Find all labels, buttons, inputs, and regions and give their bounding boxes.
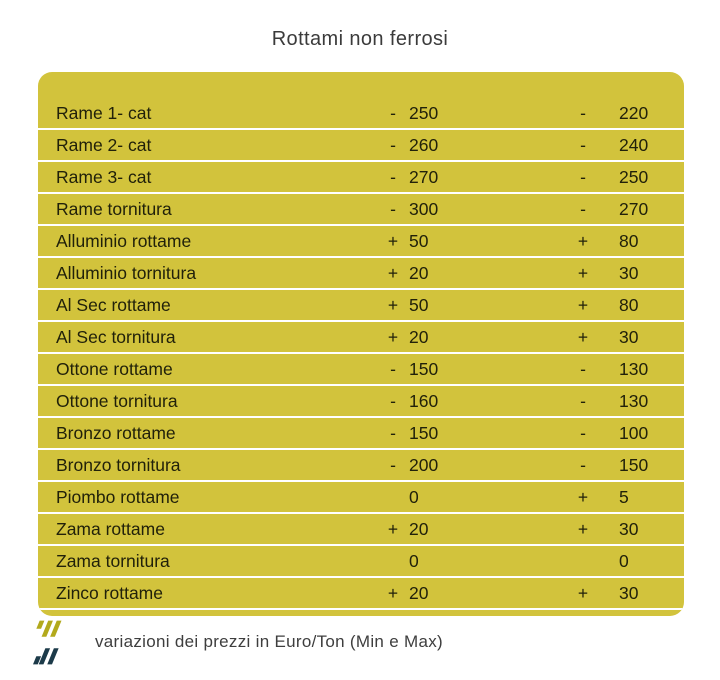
- min-value: 20: [409, 262, 429, 283]
- min-value: 50: [409, 230, 429, 251]
- max-sign: +: [577, 262, 589, 283]
- material-label: Rame 3- cat: [56, 166, 152, 187]
- min-value: 160: [409, 390, 439, 411]
- min-sign: -: [390, 102, 396, 123]
- table-row: Ottone tornitura - 160 - 130: [38, 386, 684, 418]
- table-row: Rame 1- cat - 250 - 220: [38, 98, 684, 130]
- min-value: 0: [409, 486, 419, 507]
- table-row: Zinco rottame + 20 + 30: [38, 578, 684, 610]
- max-value: 130: [619, 358, 649, 379]
- max-sign: -: [580, 454, 586, 475]
- max-sign: -: [580, 166, 586, 187]
- max-sign: +: [577, 326, 589, 347]
- max-sign: -: [580, 134, 586, 155]
- table-row: Al Sec tornitura + 20 + 30: [38, 322, 684, 354]
- max-value: 130: [619, 390, 649, 411]
- max-sign: +: [577, 582, 589, 603]
- max-value: 240: [619, 134, 649, 155]
- min-value: 270: [409, 166, 439, 187]
- table-row: Ottone rottame - 150 - 130: [38, 354, 684, 386]
- table-row: Alluminio tornitura + 20 + 30: [38, 258, 684, 290]
- min-sign: -: [390, 358, 396, 379]
- max-value: 250: [619, 166, 649, 187]
- min-sign: +: [387, 294, 399, 315]
- footer-caption: variazioni dei prezzi in Euro/Ton (Min e…: [95, 632, 443, 651]
- material-label: Alluminio tornitura: [56, 262, 197, 283]
- table-row: Zama tornitura 0 0: [38, 546, 684, 578]
- min-value: 250: [409, 102, 439, 123]
- slashes-logo-icon: [33, 620, 62, 664]
- material-label: Rame 2- cat: [56, 134, 152, 155]
- min-value: 20: [409, 326, 429, 347]
- max-value: 100: [619, 422, 649, 443]
- max-value: 80: [619, 294, 639, 315]
- material-label: Zama rottame: [56, 518, 165, 539]
- material-label: Bronzo tornitura: [56, 454, 181, 475]
- min-value: 300: [409, 198, 439, 219]
- min-value: 150: [409, 358, 439, 379]
- material-label: Ottone tornitura: [56, 390, 178, 411]
- min-value: 20: [409, 582, 429, 603]
- material-label: Bronzo rottame: [56, 422, 176, 443]
- page-title: Rottami non ferrosi: [271, 28, 449, 50]
- material-label: Alluminio rottame: [56, 230, 192, 251]
- table-row: Rame 2- cat - 260 - 240: [38, 130, 684, 162]
- max-value: 220: [619, 102, 649, 123]
- max-value: 0: [619, 550, 629, 571]
- table-row: Zama rottame + 20 + 30: [38, 514, 684, 546]
- min-value: 200: [409, 454, 439, 475]
- max-value: 80: [619, 230, 639, 251]
- max-sign: -: [580, 198, 586, 219]
- max-sign: -: [580, 358, 586, 379]
- material-label: Al Sec rottame: [56, 294, 171, 315]
- min-sign: +: [387, 582, 399, 603]
- material-label: Rame tornitura: [56, 198, 172, 219]
- table-row: Rame tornitura - 300 - 270: [38, 194, 684, 226]
- material-label: Zinco rottame: [56, 582, 163, 603]
- table-row: Alluminio rottame + 50 + 80: [38, 226, 684, 258]
- max-value: 30: [619, 262, 639, 283]
- max-value: 5: [619, 486, 629, 507]
- max-value: 270: [619, 198, 649, 219]
- price-table: Rame 1- cat - 250 - 220 Rame 2- cat - 26…: [38, 72, 684, 616]
- max-sign: +: [577, 486, 589, 507]
- material-label: Zama tornitura: [56, 550, 170, 571]
- table-row: Rame 3- cat - 270 - 250: [38, 162, 684, 194]
- max-value: 30: [619, 518, 639, 539]
- table-row: Bronzo rottame - 150 - 100: [38, 418, 684, 450]
- min-sign: -: [390, 390, 396, 411]
- min-sign: -: [390, 166, 396, 187]
- max-value: 30: [619, 582, 639, 603]
- max-sign: +: [577, 230, 589, 251]
- material-label: Piombo rottame: [56, 486, 180, 507]
- max-value: 30: [619, 326, 639, 347]
- min-sign: -: [390, 198, 396, 219]
- table-row: Al Sec rottame + 50 + 80: [38, 290, 684, 322]
- max-sign: -: [580, 102, 586, 123]
- material-label: Ottone rottame: [56, 358, 173, 379]
- max-sign: +: [577, 518, 589, 539]
- min-value: 260: [409, 134, 439, 155]
- material-label: Al Sec tornitura: [56, 326, 176, 347]
- material-label: Rame 1- cat: [56, 102, 152, 123]
- min-sign: +: [387, 230, 399, 251]
- min-value: 0: [409, 550, 419, 571]
- max-sign: +: [577, 294, 589, 315]
- table-row: Bronzo tornitura - 200 - 150: [38, 450, 684, 482]
- min-sign: -: [390, 454, 396, 475]
- table-row: Piombo rottame 0 + 5: [38, 482, 684, 514]
- min-value: 50: [409, 294, 429, 315]
- min-sign: +: [387, 262, 399, 283]
- min-sign: -: [390, 134, 396, 155]
- min-sign: +: [387, 326, 399, 347]
- min-value: 150: [409, 422, 439, 443]
- footer: variazioni dei prezzi in Euro/Ton (Min e…: [33, 617, 693, 667]
- min-sign: +: [387, 518, 399, 539]
- max-sign: -: [580, 390, 586, 411]
- max-value: 150: [619, 454, 649, 475]
- min-sign: -: [390, 422, 396, 443]
- min-value: 20: [409, 518, 429, 539]
- max-sign: -: [580, 422, 586, 443]
